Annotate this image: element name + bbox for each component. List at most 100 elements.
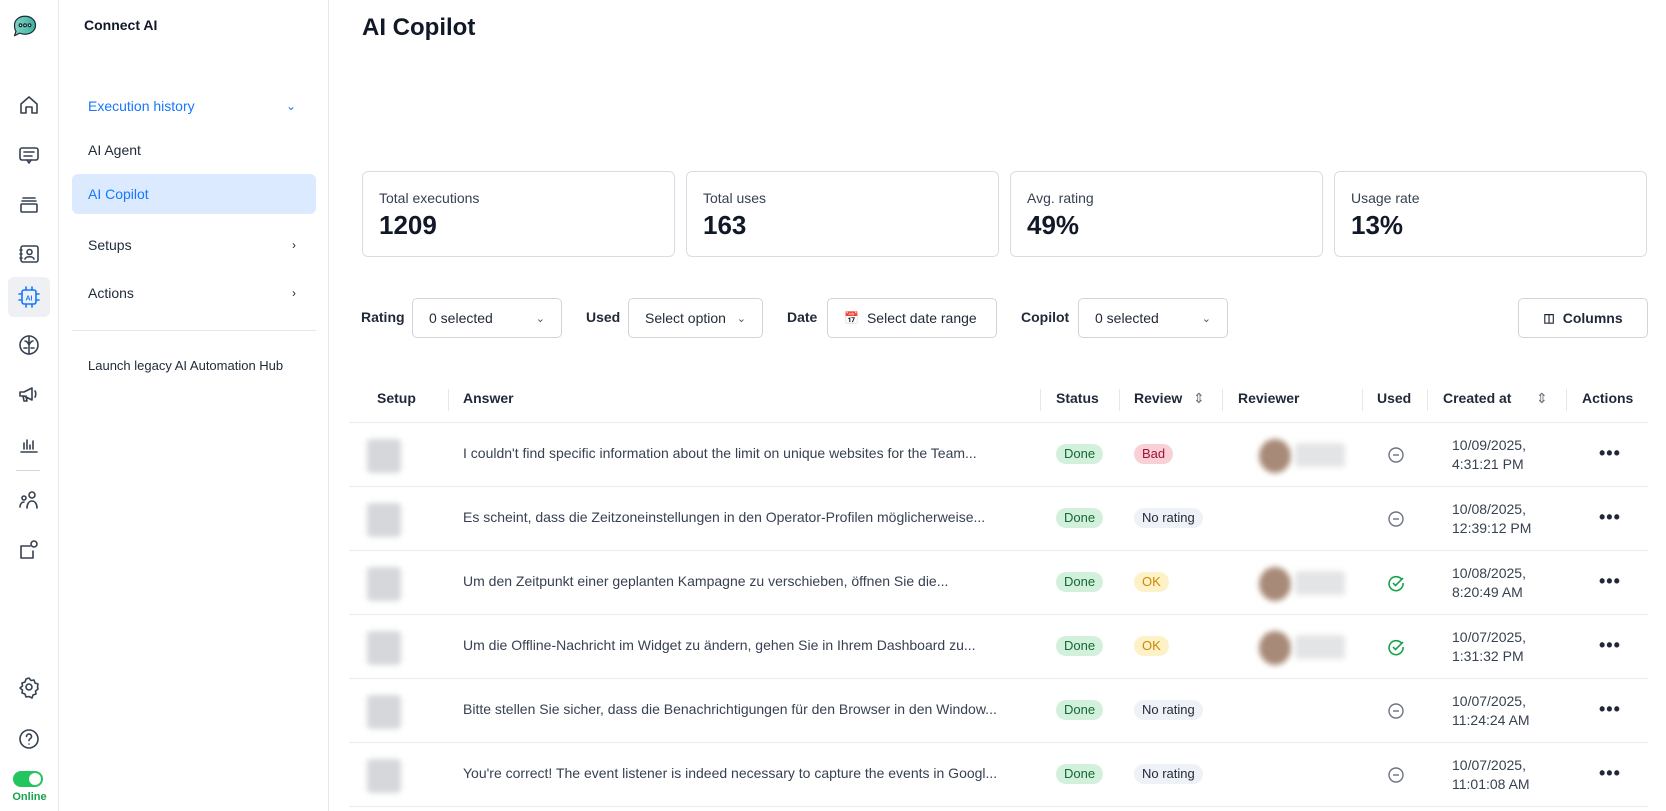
- integrations-icon[interactable]: [13, 534, 45, 566]
- more-actions-icon[interactable]: •••: [1599, 507, 1621, 527]
- megaphone-icon[interactable]: [13, 378, 45, 410]
- answer-text[interactable]: Es scheint, dass die Zeitzoneinstellunge…: [463, 509, 986, 525]
- more-actions-icon[interactable]: •••: [1599, 699, 1621, 719]
- date-range-picker[interactable]: 📅 Select date range: [827, 298, 997, 338]
- used-filter-label: Used: [586, 309, 621, 325]
- sort-icon[interactable]: ⇕: [1536, 390, 1548, 406]
- created-at: 10/07/2025, 11:24:24 AM: [1452, 693, 1530, 728]
- setup-avatar: [367, 439, 401, 473]
- columns-button[interactable]: ◫ Columns: [1518, 298, 1648, 338]
- rating-filter-select[interactable]: 0 selected ⌄: [412, 298, 562, 338]
- select-value: Select date range: [866, 310, 977, 326]
- brain-icon[interactable]: [13, 329, 45, 361]
- sidebar-section-execution-history[interactable]: Execution history ⌄: [72, 86, 316, 126]
- answer-text[interactable]: You're correct! The event listener is in…: [463, 765, 998, 781]
- main-content: AI Copilot Total executions 1209 Total use…: [329, 0, 1666, 811]
- page-title: AI Copilot: [362, 14, 476, 41]
- link-label: Launch legacy AI Automation Hub: [88, 357, 284, 373]
- answer-text[interactable]: Um die Offline-Nachricht im Widget zu än…: [463, 637, 976, 653]
- sidebar-item-ai-copilot[interactable]: AI Copilot: [72, 174, 316, 214]
- online-status-label: Online: [12, 791, 47, 803]
- rating-filter-label: Rating: [361, 309, 405, 325]
- section-label: Execution history: [88, 98, 195, 114]
- reviewer-name: [1295, 571, 1345, 595]
- column-header-answer: Answer: [463, 390, 514, 406]
- more-actions-icon[interactable]: •••: [1599, 635, 1621, 655]
- stat-label: Total uses: [703, 190, 767, 206]
- status-badge: Done: [1056, 444, 1104, 464]
- answer-text[interactable]: I couldn't find specific information abo…: [463, 445, 977, 461]
- help-icon[interactable]: [13, 723, 45, 755]
- status-badge: Done: [1056, 636, 1104, 656]
- reports-icon[interactable]: [13, 428, 45, 460]
- ai-chip-icon[interactable]: AI: [8, 277, 50, 317]
- column-header-used: Used: [1377, 390, 1412, 406]
- chevron-down-icon: ⌄: [736, 312, 746, 325]
- stat-label: Avg. rating: [1027, 190, 1094, 206]
- more-actions-icon[interactable]: •••: [1599, 443, 1621, 463]
- created-at: 10/08/2025, 8:20:49 AM: [1452, 565, 1526, 600]
- column-header-status: Status: [1056, 390, 1099, 406]
- team-icon[interactable]: [13, 484, 45, 516]
- rail-divider: [16, 470, 40, 471]
- launch-legacy-link[interactable]: Launch legacy AI Automation Hub: [72, 345, 316, 385]
- chevron-down-icon: ⌄: [535, 312, 545, 325]
- setup-avatar: [367, 695, 401, 729]
- column-header-created-at[interactable]: Created at: [1443, 390, 1512, 406]
- review-badge: No rating: [1134, 764, 1203, 784]
- sidebar-item-ai-agent[interactable]: AI Agent: [72, 130, 316, 170]
- app-name: Connect AI: [84, 17, 158, 33]
- column-header-setup: Setup: [377, 390, 416, 406]
- sidebar-item-actions[interactable]: Actions ›: [72, 273, 316, 313]
- sidebar-item-setups[interactable]: Setups ›: [72, 225, 316, 265]
- answer-text[interactable]: Bitte stellen Sie sicher, dass die Benac…: [463, 701, 997, 717]
- answer-text[interactable]: Um den Zeitpunkt einer geplanten Kampagn…: [463, 573, 949, 589]
- status-badge: Done: [1056, 572, 1104, 592]
- review-badge: No rating: [1134, 700, 1203, 720]
- more-actions-icon[interactable]: •••: [1599, 763, 1621, 783]
- stat-card: Usage rate 13%: [1334, 171, 1647, 257]
- setup-avatar: [367, 631, 401, 665]
- column-header-reviewer: Reviewer: [1238, 390, 1300, 406]
- setup-avatar: [367, 759, 401, 793]
- table-row[interactable]: Es scheint, dass die Zeitzoneinstellunge…: [349, 486, 1648, 550]
- sort-icon[interactable]: ⇕: [1193, 390, 1205, 406]
- status-badge: Done: [1056, 764, 1104, 784]
- date-filter-label: Date: [787, 309, 818, 325]
- button-label: Columns: [1562, 310, 1623, 326]
- online-status-toggle[interactable]: [13, 771, 43, 787]
- chevron-down-icon: ⌄: [1201, 312, 1211, 325]
- stat-value: 49%: [1027, 210, 1080, 240]
- created-at: 10/08/2025, 12:39:12 PM: [1452, 501, 1532, 536]
- table-row[interactable]: Um die Offline-Nachricht im Widget zu än…: [349, 614, 1648, 678]
- sidebar-item-label: AI Agent: [88, 142, 141, 158]
- stat-card: Total executions 1209: [362, 171, 675, 257]
- stat-card: Total uses 163: [686, 171, 999, 257]
- table-bottom-border: [349, 806, 1648, 807]
- used-filter-select[interactable]: Select option ⌄: [628, 298, 763, 338]
- stat-card: Avg. rating 49%: [1010, 171, 1323, 257]
- column-header-review[interactable]: Review: [1134, 390, 1183, 406]
- table-row[interactable]: Um den Zeitpunkt einer geplanten Kampagn…: [349, 550, 1648, 614]
- conversations-icon[interactable]: [13, 139, 45, 171]
- select-value: 0 selected: [1095, 310, 1159, 326]
- settings-icon[interactable]: [13, 671, 45, 703]
- columns-icon: ◫: [1543, 311, 1555, 325]
- created-at: 10/07/2025, 11:01:08 AM: [1452, 757, 1530, 792]
- review-badge: Bad: [1134, 444, 1174, 464]
- table-row[interactable]: You're correct! The event listener is in…: [349, 742, 1648, 806]
- reviewer-name: [1295, 443, 1345, 467]
- home-icon[interactable]: [13, 89, 45, 121]
- table-row[interactable]: Bitte stellen Sie sicher, dass die Benac…: [349, 678, 1648, 742]
- reviewer-avatar: [1259, 439, 1291, 473]
- chevron-right-icon: ›: [292, 286, 296, 300]
- inbox-stack-icon[interactable]: [13, 188, 45, 220]
- more-actions-icon[interactable]: •••: [1599, 571, 1621, 591]
- chat-logo-icon[interactable]: [13, 14, 37, 38]
- stat-label: Total executions: [379, 190, 480, 206]
- minus-circle-icon: [1388, 447, 1404, 463]
- copilot-filter-select[interactable]: 0 selected ⌄: [1078, 298, 1228, 338]
- contacts-icon[interactable]: [13, 238, 45, 270]
- table-row[interactable]: I couldn't find specific information abo…: [349, 422, 1648, 486]
- status-badge: Done: [1056, 508, 1104, 528]
